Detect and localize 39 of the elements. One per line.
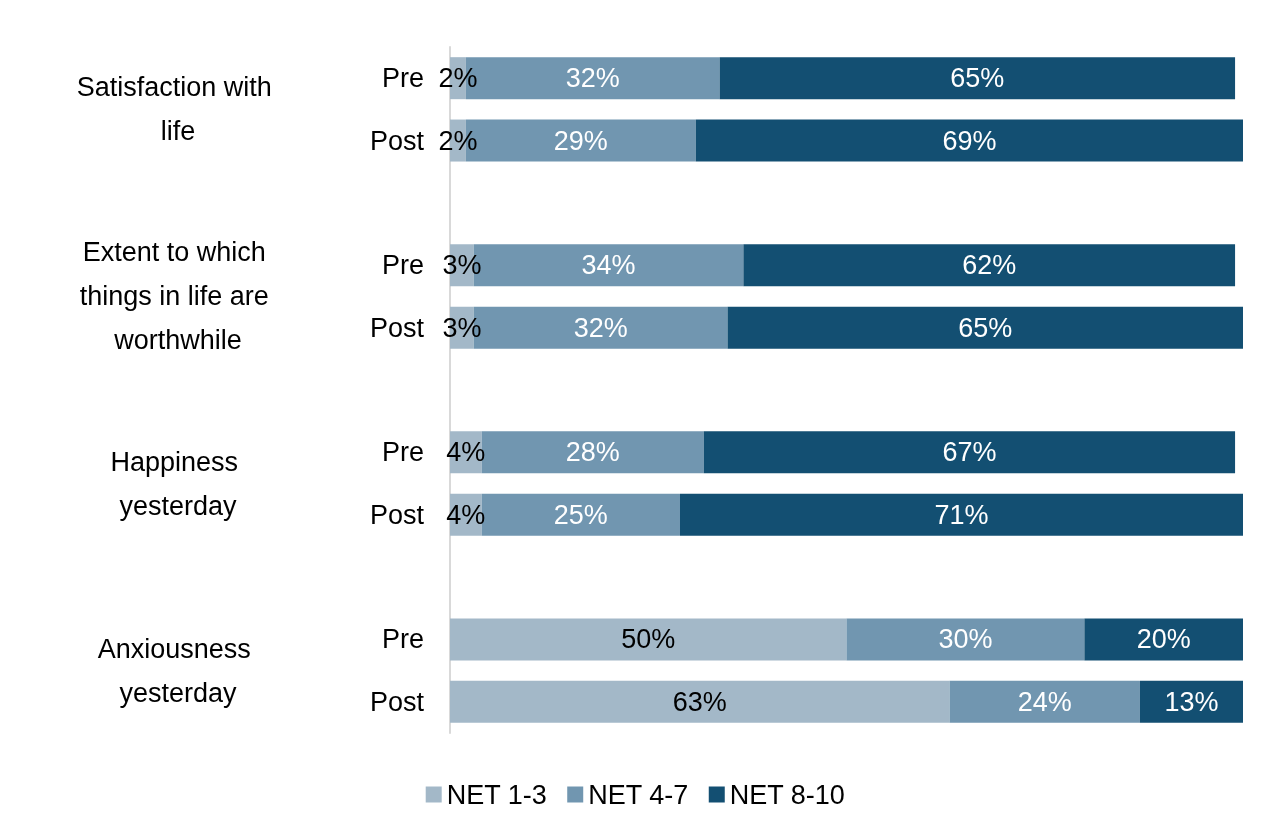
text: Extent to which things in life are worthwhile	[79, 237, 277, 356]
data-label: 3%	[442, 250, 482, 281]
data-label: 63%	[672, 686, 727, 717]
legend-label: NET 8-10	[729, 779, 845, 810]
y-tick-label: Pre	[381, 250, 424, 281]
y-tick-label: Pre	[381, 437, 424, 468]
data-label: 2%	[438, 63, 478, 94]
y-tick-label: Post	[369, 499, 425, 530]
data-label: 50%	[621, 624, 676, 655]
data-label: 62%	[962, 250, 1017, 281]
data-label: 69%	[942, 125, 997, 156]
legend-label: NET 1-3	[446, 779, 547, 810]
data-label: 71%	[934, 499, 989, 530]
data-label: 4%	[446, 499, 486, 530]
data-label: 65%	[950, 63, 1005, 94]
y-tick-label: Post	[369, 312, 425, 343]
text: Happiness yesterday	[110, 446, 246, 521]
data-label: 24%	[1017, 686, 1072, 717]
y-tick-label: Pre	[381, 624, 424, 655]
text: Satisfaction with life	[76, 72, 280, 147]
data-label: 20%	[1136, 624, 1191, 655]
text: Anxiousness yesterday	[97, 633, 259, 708]
data-label: 28%	[565, 437, 620, 468]
data-label: 34%	[581, 250, 636, 281]
data-label: 4%	[446, 437, 486, 468]
data-label: 65%	[958, 312, 1013, 343]
data-label: 32%	[565, 63, 620, 94]
legend-label: NET 4-7	[588, 779, 689, 810]
data-label: 25%	[553, 499, 608, 530]
data-label: 13%	[1164, 686, 1219, 717]
data-label: 2%	[438, 125, 478, 156]
data-label: 30%	[938, 624, 993, 655]
y-tick-label: Post	[369, 686, 425, 717]
data-label: 67%	[942, 437, 997, 468]
y-tick-label: Post	[369, 125, 425, 156]
data-label: 3%	[442, 312, 482, 343]
y-tick-label: Pre	[381, 63, 424, 94]
data-label: 32%	[573, 312, 628, 343]
data-label: 29%	[553, 125, 608, 156]
